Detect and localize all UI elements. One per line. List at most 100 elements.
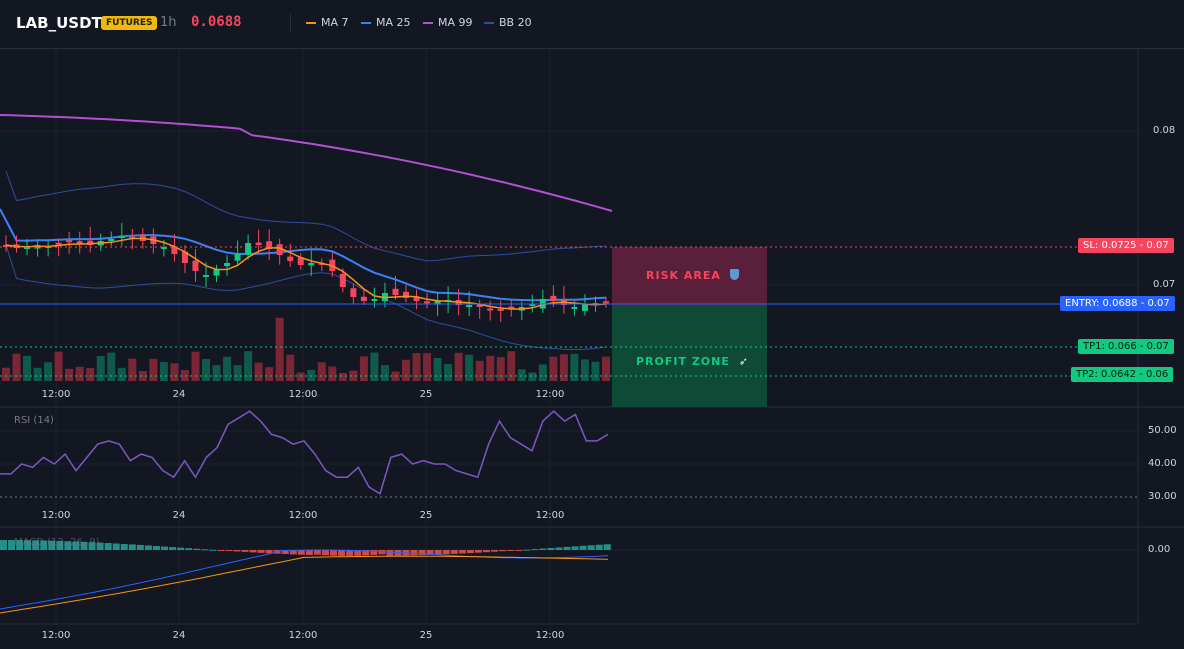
- volume-bar: [307, 369, 316, 381]
- volume-bar: [507, 351, 516, 381]
- volume-bar: [349, 370, 358, 381]
- legend-ma99[interactable]: MA 99: [423, 16, 473, 29]
- macd-hist-bar: [289, 550, 297, 555]
- bb-lower-line: [5, 244, 607, 351]
- futures-badge: FUTURES: [101, 16, 158, 30]
- macd-hist-bar: [458, 550, 466, 554]
- candle-body: [476, 304, 483, 307]
- macd-hist-bar: [515, 550, 523, 551]
- candle-body: [203, 275, 209, 277]
- time-axis-label: 12:00: [41, 389, 71, 400]
- tp1-tag: TP1: 0.066 - 0.07: [1078, 339, 1174, 354]
- volume-bar: [138, 371, 147, 381]
- candle-body: [160, 247, 167, 249]
- timeframe-label[interactable]: 1h: [160, 15, 177, 30]
- candle-body: [87, 240, 94, 245]
- volume-bar: [580, 359, 589, 381]
- ma25-swatch: [361, 21, 371, 24]
- volume-bar: [296, 372, 305, 381]
- time-axis-label: 24: [172, 389, 186, 400]
- ma25-line: [0, 208, 607, 302]
- rsi-axis-label: 40.00: [1148, 458, 1177, 469]
- legend-ma25[interactable]: MA 25: [361, 16, 411, 29]
- macd-hist-bar: [555, 547, 563, 550]
- candle-body: [550, 295, 557, 301]
- macd-hist-bar: [474, 550, 482, 553]
- volume-bar: [33, 367, 42, 381]
- volume-bar: [359, 356, 368, 381]
- entry-tag: ENTRY: 0.0688 - 0.07: [1060, 296, 1175, 311]
- macd-hist-bar: [305, 550, 313, 555]
- macd-hist-bar: [225, 550, 233, 551]
- macd-line: [0, 549, 609, 610]
- candle-body: [434, 301, 441, 305]
- volume-bar: [223, 356, 232, 381]
- volume-bar: [180, 370, 189, 381]
- candle-body: [508, 306, 515, 309]
- volume-bar: [602, 356, 610, 381]
- candle-body: [276, 244, 283, 255]
- candle-body: [403, 291, 409, 298]
- volume-bar: [570, 353, 579, 381]
- volume-bar: [65, 368, 74, 381]
- chart-header: LAB_USDT FUTURES 1h 0.0688 MA 7 MA 25 MA…: [0, 0, 1184, 49]
- legend-bb20[interactable]: BB 20: [484, 16, 532, 29]
- legend-ma7[interactable]: MA 7: [306, 16, 349, 29]
- macd-hist-bar: [56, 540, 64, 550]
- macd-hist-bar: [96, 542, 104, 550]
- macd-pane[interactable]: [0, 529, 1184, 649]
- macd-title: MACD (12, 26, 9): [14, 537, 100, 548]
- macd-hist-bar: [217, 550, 225, 551]
- volume-bar: [212, 365, 221, 381]
- profit-zone-text: PROFIT ZONE: [636, 355, 730, 368]
- candle-body: [234, 254, 241, 261]
- macd-axis-label: 0.00: [1148, 544, 1171, 555]
- macd-hist-bar: [426, 550, 434, 555]
- macd-hist-bar: [297, 550, 305, 555]
- candle-body: [571, 307, 578, 309]
- macd-hist-bar: [579, 545, 587, 550]
- candle-body: [66, 240, 73, 243]
- volume-bar: [528, 372, 537, 381]
- macd-hist-bar: [144, 545, 152, 550]
- volume-bar: [275, 317, 284, 381]
- rsi-pane[interactable]: [0, 409, 1184, 529]
- candle-body: [108, 239, 115, 241]
- volume-bar: [233, 365, 242, 381]
- macd-hist-bar: [386, 550, 394, 556]
- candle-body: [171, 246, 178, 254]
- macd-hist-bar: [193, 548, 201, 550]
- macd-hist-bar: [16, 540, 24, 550]
- macd-hist-bar: [603, 544, 611, 550]
- rsi-title: RSI (14): [14, 415, 54, 426]
- sl-tag: SL: 0.0725 - 0.07: [1078, 238, 1174, 253]
- ma99-swatch: [423, 21, 433, 24]
- macd-hist-bar: [88, 542, 96, 550]
- candle-body: [339, 273, 346, 287]
- time-axis-label: 12:00: [535, 630, 565, 641]
- price-pane[interactable]: [0, 49, 1184, 409]
- rsi-axis-label: 50.00: [1148, 425, 1177, 436]
- candle-body: [360, 296, 367, 301]
- candle-body: [213, 269, 220, 276]
- bb-upper-line: [5, 170, 607, 262]
- macd-hist-bar: [169, 547, 177, 550]
- volume-bar: [538, 364, 547, 381]
- volume-bar: [549, 356, 558, 381]
- macd-hist-bar: [265, 550, 273, 554]
- candle-body: [487, 308, 494, 311]
- macd-hist-bar: [112, 543, 120, 550]
- volume-bar: [117, 367, 126, 381]
- time-axis-label: 12:00: [288, 389, 318, 400]
- macd-hist-bar: [531, 549, 539, 551]
- symbol-name[interactable]: LAB_USDT: [16, 14, 102, 32]
- volume-bar: [54, 351, 63, 381]
- volume-bar: [244, 351, 253, 381]
- macd-hist-bar: [370, 550, 378, 555]
- candle-body: [139, 234, 146, 241]
- tp2-tag: TP2: 0.0642 - 0.06: [1071, 367, 1174, 382]
- candle-body: [371, 299, 378, 301]
- time-axis-label: 12:00: [535, 389, 565, 400]
- volume-bar: [159, 362, 168, 381]
- volume-bar: [128, 358, 137, 381]
